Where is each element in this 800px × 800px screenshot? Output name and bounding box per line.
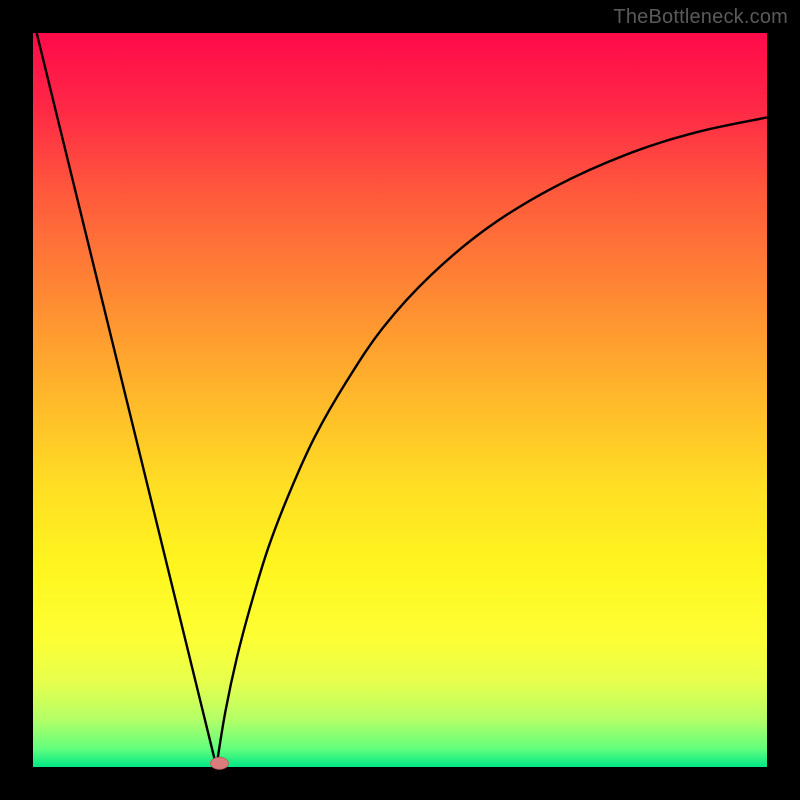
minimum-marker [210,757,228,769]
watermark-text: TheBottleneck.com [613,6,788,29]
